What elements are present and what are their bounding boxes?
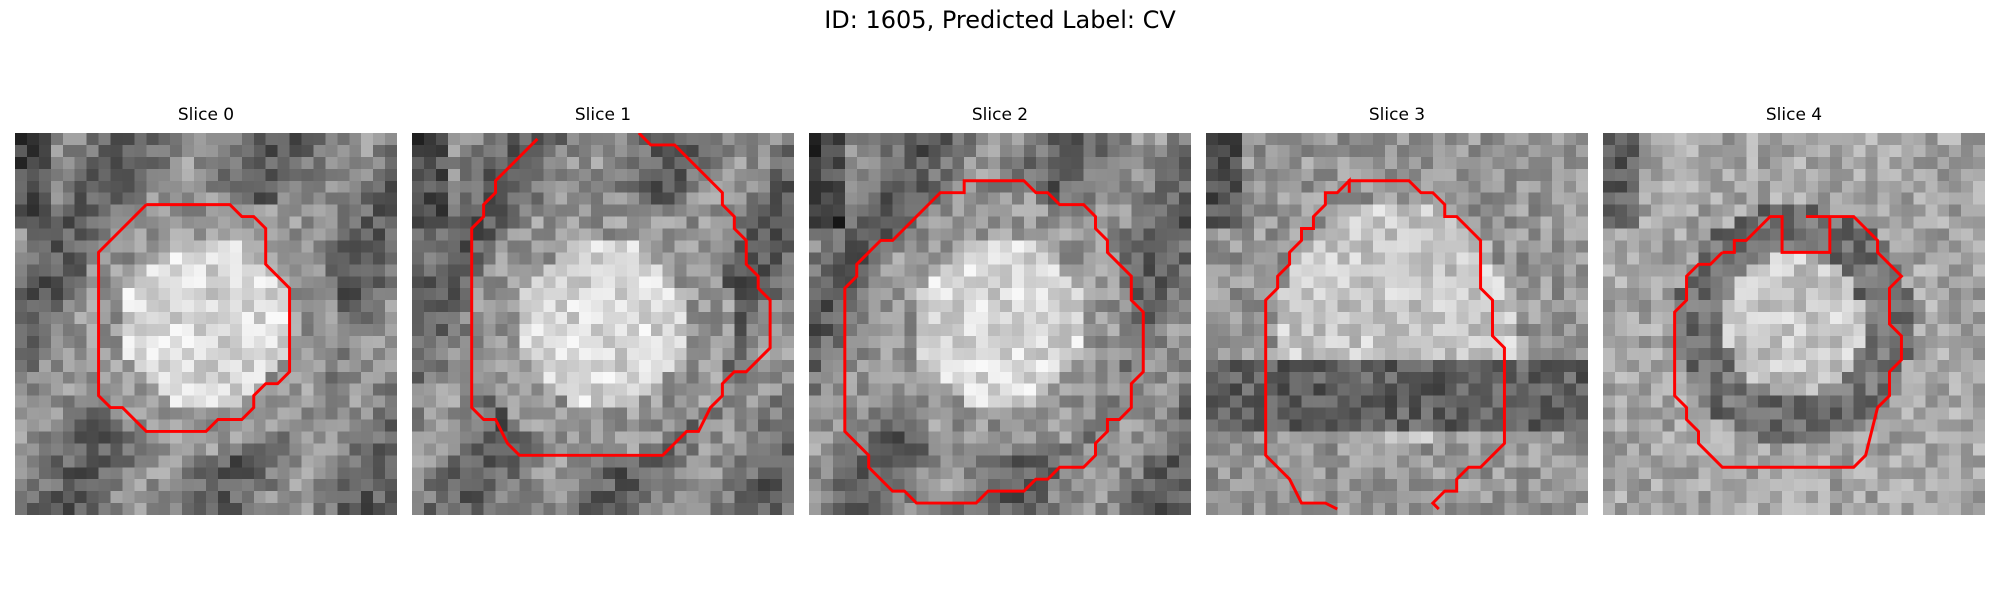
slice-title-1: Slice 1 [574,105,632,125]
segmentation-contour-0 [97,203,292,433]
slice-image-0 [15,133,397,515]
figure-title: ID: 1605, Predicted Label: CV [824,6,1176,34]
slice-title-3: Slice 3 [1368,105,1426,125]
pixel-grid-0 [15,133,397,515]
segmentation-contour-2 [843,179,1145,505]
slice-image-3 [1206,133,1588,515]
pixel-grid-1 [412,133,794,515]
slice-image-2 [809,133,1191,515]
segmentation-contour-1 [470,133,772,457]
pixel-grid-2 [809,133,1191,515]
pixel-grid-4 [1603,133,1985,515]
slice-image-1 [412,133,794,515]
slice-title-0: Slice 0 [177,105,235,125]
segmentation-contour-4 [1673,215,1904,469]
pixel-grid-3 [1206,133,1588,515]
segmentation-contour-3 [1264,177,1506,511]
slice-title-2: Slice 2 [971,105,1029,125]
slice-image-4 [1603,133,1985,515]
slice-title-4: Slice 4 [1765,105,1823,125]
